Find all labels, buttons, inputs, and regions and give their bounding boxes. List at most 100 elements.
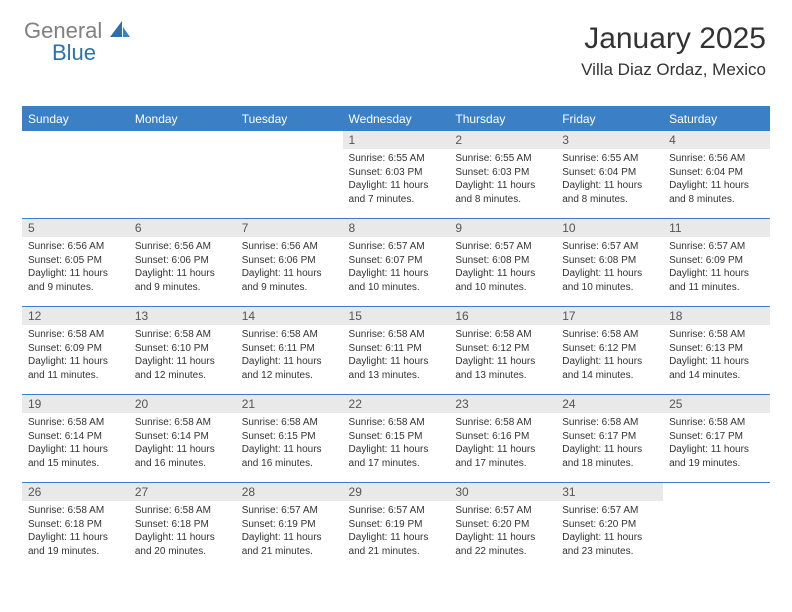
weekday-sat: Saturday (663, 107, 770, 131)
day-number: 21 (236, 395, 343, 413)
calendar-cell (129, 131, 236, 219)
day-details: Sunrise: 6:57 AMSunset: 6:07 PMDaylight:… (343, 237, 450, 300)
calendar-cell: 24Sunrise: 6:58 AMSunset: 6:17 PMDayligh… (556, 395, 663, 483)
calendar-cell: 28Sunrise: 6:57 AMSunset: 6:19 PMDayligh… (236, 483, 343, 571)
day-details: Sunrise: 6:56 AMSunset: 6:06 PMDaylight:… (236, 237, 343, 300)
calendar-cell: 26Sunrise: 6:58 AMSunset: 6:18 PMDayligh… (22, 483, 129, 571)
day-details: Sunrise: 6:57 AMSunset: 6:19 PMDaylight:… (236, 501, 343, 564)
day-details: Sunrise: 6:57 AMSunset: 6:19 PMDaylight:… (343, 501, 450, 564)
calendar-cell: 18Sunrise: 6:58 AMSunset: 6:13 PMDayligh… (663, 307, 770, 395)
calendar-cell: 9Sunrise: 6:57 AMSunset: 6:08 PMDaylight… (449, 219, 556, 307)
calendar-cell: 4Sunrise: 6:56 AMSunset: 6:04 PMDaylight… (663, 131, 770, 219)
calendar-cell: 11Sunrise: 6:57 AMSunset: 6:09 PMDayligh… (663, 219, 770, 307)
calendar-cell: 20Sunrise: 6:58 AMSunset: 6:14 PMDayligh… (129, 395, 236, 483)
weekday-sun: Sunday (22, 107, 129, 131)
day-details: Sunrise: 6:57 AMSunset: 6:20 PMDaylight:… (449, 501, 556, 564)
day-number: 31 (556, 483, 663, 501)
calendar-cell: 7Sunrise: 6:56 AMSunset: 6:06 PMDaylight… (236, 219, 343, 307)
calendar-cell: 25Sunrise: 6:58 AMSunset: 6:17 PMDayligh… (663, 395, 770, 483)
day-details: Sunrise: 6:58 AMSunset: 6:09 PMDaylight:… (22, 325, 129, 388)
calendar-cell: 15Sunrise: 6:58 AMSunset: 6:11 PMDayligh… (343, 307, 450, 395)
calendar-week-row: 26Sunrise: 6:58 AMSunset: 6:18 PMDayligh… (22, 483, 770, 571)
day-number: 26 (22, 483, 129, 501)
day-number: 3 (556, 131, 663, 149)
day-number: 2 (449, 131, 556, 149)
calendar-cell: 27Sunrise: 6:58 AMSunset: 6:18 PMDayligh… (129, 483, 236, 571)
calendar-week-row: 19Sunrise: 6:58 AMSunset: 6:14 PMDayligh… (22, 395, 770, 483)
day-number: 15 (343, 307, 450, 325)
calendar-cell: 19Sunrise: 6:58 AMSunset: 6:14 PMDayligh… (22, 395, 129, 483)
day-details: Sunrise: 6:57 AMSunset: 6:08 PMDaylight:… (556, 237, 663, 300)
day-number: 22 (343, 395, 450, 413)
day-details: Sunrise: 6:55 AMSunset: 6:03 PMDaylight:… (343, 149, 450, 212)
calendar-week-row: 5Sunrise: 6:56 AMSunset: 6:05 PMDaylight… (22, 219, 770, 307)
day-details: Sunrise: 6:58 AMSunset: 6:17 PMDaylight:… (556, 413, 663, 476)
calendar-week-row: 1Sunrise: 6:55 AMSunset: 6:03 PMDaylight… (22, 131, 770, 219)
weekday-mon: Monday (129, 107, 236, 131)
calendar-cell: 3Sunrise: 6:55 AMSunset: 6:04 PMDaylight… (556, 131, 663, 219)
day-details: Sunrise: 6:58 AMSunset: 6:10 PMDaylight:… (129, 325, 236, 388)
day-number: 29 (343, 483, 450, 501)
day-number: 10 (556, 219, 663, 237)
day-number: 27 (129, 483, 236, 501)
day-details: Sunrise: 6:58 AMSunset: 6:13 PMDaylight:… (663, 325, 770, 388)
weekday-tue: Tuesday (236, 107, 343, 131)
day-number: 30 (449, 483, 556, 501)
day-details: Sunrise: 6:58 AMSunset: 6:15 PMDaylight:… (343, 413, 450, 476)
day-details: Sunrise: 6:56 AMSunset: 6:05 PMDaylight:… (22, 237, 129, 300)
day-details: Sunrise: 6:58 AMSunset: 6:14 PMDaylight:… (22, 413, 129, 476)
day-details: Sunrise: 6:58 AMSunset: 6:17 PMDaylight:… (663, 413, 770, 476)
day-details: Sunrise: 6:58 AMSunset: 6:12 PMDaylight:… (449, 325, 556, 388)
day-details: Sunrise: 6:58 AMSunset: 6:12 PMDaylight:… (556, 325, 663, 388)
day-details: Sunrise: 6:58 AMSunset: 6:15 PMDaylight:… (236, 413, 343, 476)
calendar-cell: 30Sunrise: 6:57 AMSunset: 6:20 PMDayligh… (449, 483, 556, 571)
calendar-cell: 22Sunrise: 6:58 AMSunset: 6:15 PMDayligh… (343, 395, 450, 483)
weekday-header-row: Sunday Monday Tuesday Wednesday Thursday… (22, 107, 770, 131)
day-details: Sunrise: 6:58 AMSunset: 6:18 PMDaylight:… (129, 501, 236, 564)
calendar-cell: 12Sunrise: 6:58 AMSunset: 6:09 PMDayligh… (22, 307, 129, 395)
month-title: January 2025 (581, 22, 766, 56)
weekday-thu: Thursday (449, 107, 556, 131)
day-number: 18 (663, 307, 770, 325)
day-number: 17 (556, 307, 663, 325)
logo-text-blue-wrap: Blue (52, 40, 96, 66)
day-details: Sunrise: 6:56 AMSunset: 6:06 PMDaylight:… (129, 237, 236, 300)
day-number: 14 (236, 307, 343, 325)
calendar-cell: 2Sunrise: 6:55 AMSunset: 6:03 PMDaylight… (449, 131, 556, 219)
day-number: 1 (343, 131, 450, 149)
day-number: 9 (449, 219, 556, 237)
day-number: 5 (22, 219, 129, 237)
calendar-cell: 21Sunrise: 6:58 AMSunset: 6:15 PMDayligh… (236, 395, 343, 483)
calendar-cell (22, 131, 129, 219)
day-number: 13 (129, 307, 236, 325)
day-details: Sunrise: 6:56 AMSunset: 6:04 PMDaylight:… (663, 149, 770, 212)
logo-sail-icon (108, 19, 132, 44)
day-number: 24 (556, 395, 663, 413)
day-details: Sunrise: 6:58 AMSunset: 6:18 PMDaylight:… (22, 501, 129, 564)
day-number: 25 (663, 395, 770, 413)
weekday-fri: Friday (556, 107, 663, 131)
day-number: 23 (449, 395, 556, 413)
header-right: January 2025 Villa Diaz Ordaz, Mexico (581, 22, 766, 80)
day-number: 12 (22, 307, 129, 325)
day-details: Sunrise: 6:57 AMSunset: 6:09 PMDaylight:… (663, 237, 770, 300)
logo-text-blue: Blue (52, 40, 96, 65)
calendar-cell: 6Sunrise: 6:56 AMSunset: 6:06 PMDaylight… (129, 219, 236, 307)
day-details: Sunrise: 6:57 AMSunset: 6:08 PMDaylight:… (449, 237, 556, 300)
day-number: 16 (449, 307, 556, 325)
calendar-cell: 5Sunrise: 6:56 AMSunset: 6:05 PMDaylight… (22, 219, 129, 307)
calendar-cell: 23Sunrise: 6:58 AMSunset: 6:16 PMDayligh… (449, 395, 556, 483)
calendar-cell: 8Sunrise: 6:57 AMSunset: 6:07 PMDaylight… (343, 219, 450, 307)
day-number: 11 (663, 219, 770, 237)
day-details: Sunrise: 6:58 AMSunset: 6:14 PMDaylight:… (129, 413, 236, 476)
calendar-cell: 31Sunrise: 6:57 AMSunset: 6:20 PMDayligh… (556, 483, 663, 571)
day-number: 4 (663, 131, 770, 149)
day-number: 20 (129, 395, 236, 413)
day-details: Sunrise: 6:58 AMSunset: 6:11 PMDaylight:… (343, 325, 450, 388)
calendar-table: Sunday Monday Tuesday Wednesday Thursday… (22, 106, 770, 571)
calendar-cell: 13Sunrise: 6:58 AMSunset: 6:10 PMDayligh… (129, 307, 236, 395)
calendar-cell (236, 131, 343, 219)
day-details: Sunrise: 6:57 AMSunset: 6:20 PMDaylight:… (556, 501, 663, 564)
day-number: 6 (129, 219, 236, 237)
day-details: Sunrise: 6:55 AMSunset: 6:04 PMDaylight:… (556, 149, 663, 212)
